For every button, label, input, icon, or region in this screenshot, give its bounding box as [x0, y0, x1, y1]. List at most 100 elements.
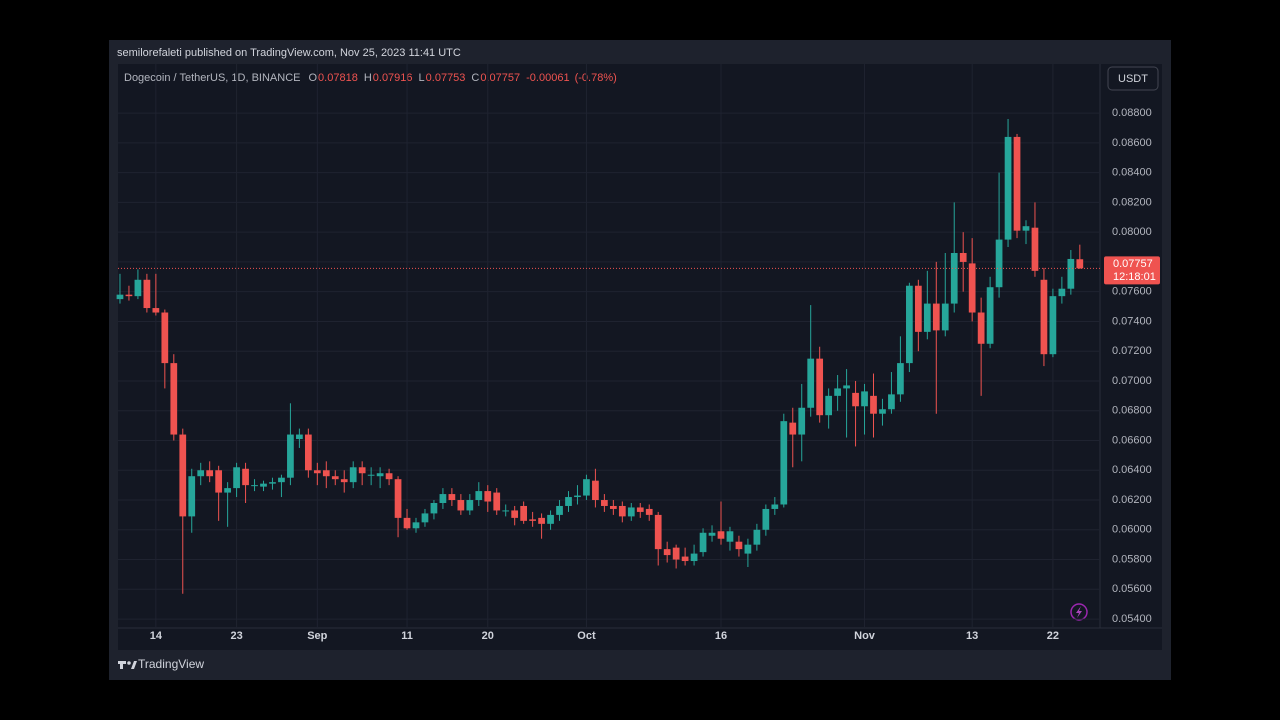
- candle-body: [188, 476, 196, 517]
- candle-body: [1040, 279, 1048, 355]
- candle-body: [448, 494, 456, 501]
- candle-body: [529, 519, 536, 521]
- candle-body: [242, 468, 249, 486]
- candle-body: [475, 491, 483, 501]
- candle-body: [1049, 296, 1057, 355]
- candle-body: [565, 497, 572, 506]
- candle-body: [502, 510, 510, 512]
- candle-body: [609, 505, 617, 509]
- y-tick-label: 0.08800: [1112, 107, 1152, 119]
- candle-body: [627, 507, 635, 517]
- candle-body: [717, 531, 725, 539]
- x-tick-label: 11: [401, 630, 413, 642]
- candle-body: [412, 522, 420, 529]
- candle-body: [708, 532, 716, 536]
- candle-body: [941, 303, 949, 331]
- x-tick-label: 22: [1047, 630, 1059, 642]
- y-tick-label: 0.05400: [1112, 613, 1152, 625]
- candle-body: [403, 517, 411, 529]
- candle-body: [735, 541, 743, 550]
- candle-body: [870, 395, 877, 414]
- y-tick-label: 0.05800: [1112, 553, 1152, 565]
- candle-body: [493, 492, 501, 511]
- legend: Dogecoin / TetherUS, 1D, BINANCE O 0.0781…: [124, 72, 617, 84]
- candle-body: [663, 549, 671, 556]
- candle-body: [672, 547, 680, 560]
- candle-body: [538, 517, 545, 524]
- currency-box[interactable]: [1107, 66, 1159, 91]
- change: -0.00061: [526, 72, 569, 84]
- candle-body: [233, 467, 240, 489]
- y-tick-label: 0.07000: [1112, 375, 1152, 387]
- candle-body: [313, 470, 321, 474]
- currency[interactable]: USDT: [1118, 73, 1148, 85]
- y-tick-label: 0.06400: [1112, 464, 1152, 476]
- candle-body: [385, 473, 393, 480]
- candle-body: [914, 285, 922, 332]
- candle-body: [547, 514, 554, 524]
- ohlc-value: 0.07757: [480, 72, 520, 84]
- candle-body: [645, 508, 653, 515]
- countdown: 12:18:01: [1113, 271, 1156, 283]
- candle-body: [798, 407, 806, 435]
- candle-body: [861, 391, 868, 407]
- candle-body: [932, 303, 940, 331]
- candle-body: [152, 308, 160, 313]
- candle-body: [843, 385, 850, 389]
- candle-body: [322, 470, 330, 477]
- y-tick-label: 0.05600: [1112, 583, 1152, 595]
- candle-body: [170, 363, 178, 435]
- candle-body: [1022, 226, 1030, 231]
- y-tick-label: 0.07400: [1112, 315, 1152, 327]
- candle-body: [771, 504, 779, 509]
- candle-body: [278, 477, 285, 483]
- candle-body: [636, 507, 644, 512]
- candle-body: [825, 395, 833, 416]
- candle-body: [601, 500, 608, 506]
- candle-body: [959, 252, 967, 262]
- footer: TradingView: [138, 657, 204, 671]
- plot-area: [118, 64, 1162, 650]
- candle-body: [331, 476, 339, 480]
- candle-body: [251, 485, 258, 487]
- candle-body: [699, 532, 707, 553]
- y-tick-label: 0.06000: [1112, 524, 1152, 536]
- y-tick-label: 0.06800: [1112, 405, 1152, 417]
- candle-body: [511, 510, 519, 518]
- x-tick-label: 16: [715, 630, 727, 642]
- y-tick-label: 0.08000: [1112, 226, 1152, 238]
- x-tick-label: Nov: [854, 630, 876, 642]
- candle-body: [376, 473, 384, 477]
- candle-body: [269, 482, 276, 484]
- x-tick-label: Sep: [307, 630, 327, 642]
- candle-body: [879, 409, 886, 414]
- candle-body: [977, 312, 985, 344]
- ohlc-label: C: [471, 72, 479, 84]
- candle-body: [762, 508, 770, 530]
- candle-body: [125, 294, 133, 297]
- y-tick-label: 0.06200: [1112, 494, 1152, 506]
- candle-body: [1013, 136, 1021, 231]
- candle-body: [852, 392, 859, 407]
- ohlc-label: H: [364, 72, 372, 84]
- last-price-tag: [1104, 256, 1160, 285]
- ohlc-label: L: [419, 72, 425, 84]
- symbol: Dogecoin / TetherUS, 1D, BINANCE: [124, 72, 300, 84]
- candle-body: [1031, 227, 1039, 271]
- logo-shape: [127, 661, 131, 665]
- candle-body: [574, 495, 581, 498]
- candle-body: [618, 505, 626, 517]
- candle-body: [780, 421, 788, 505]
- candle-body: [789, 422, 797, 435]
- candle-body: [287, 434, 294, 478]
- candle-body: [143, 279, 151, 309]
- candle-body: [726, 531, 734, 542]
- y-tick-label: 0.07200: [1112, 345, 1152, 357]
- header: semilorefaleti published on TradingView.…: [117, 47, 461, 59]
- candle-body: [897, 363, 904, 395]
- y-tick-label: 0.06600: [1112, 434, 1152, 446]
- alert-icon-bolt: [1076, 606, 1082, 618]
- x-tick-label: 14: [150, 630, 163, 642]
- alert-icon[interactable]: [1070, 603, 1088, 621]
